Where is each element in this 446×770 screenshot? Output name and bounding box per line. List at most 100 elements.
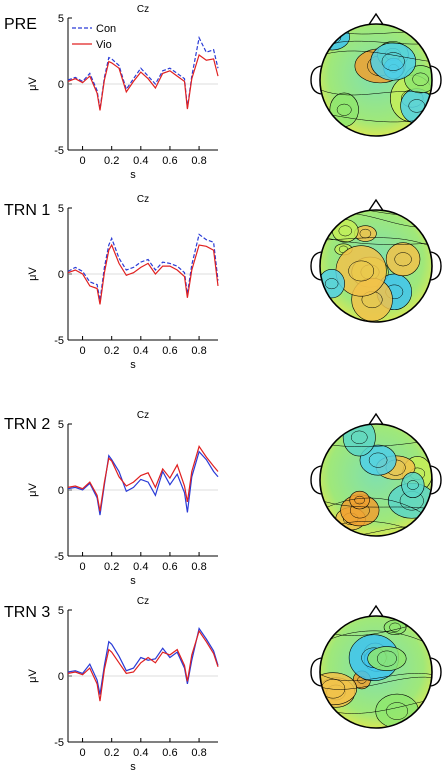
topo-contour [348, 260, 375, 282]
chart-title: Cz [137, 4, 149, 15]
x-axis-label: s [130, 575, 136, 587]
topo-contour [394, 252, 412, 267]
x-tick-label: 0.8 [191, 155, 206, 167]
y-axis-label: μV [27, 267, 39, 281]
right-ear [430, 65, 442, 95]
panel-pre: PRE Cz 5 0 -5 0 0.2 0.4 0.6 0.8 s μV Con Vio [0, 0, 446, 192]
x-tick-label: 0.2 [104, 155, 119, 167]
topo-contour [381, 52, 405, 71]
nose-marker [367, 412, 385, 427]
erp-chart: Cz 5 0 -5 0 0.2 0.4 0.6 0.8 s μV [27, 410, 219, 587]
topo-contour [320, 236, 432, 245]
topo-contour [320, 237, 432, 248]
y-tick-label: 0 [58, 485, 64, 497]
x-tick-label: 0.6 [162, 747, 177, 759]
chart-title: Cz [137, 194, 149, 205]
topo-contour [324, 278, 339, 290]
y-axis-label: μV [27, 77, 39, 91]
topo-blob [404, 65, 432, 94]
topomap [310, 12, 442, 137]
panel-label: PRE [4, 16, 37, 33]
head-outline [319, 423, 433, 537]
x-tick-label: 0 [80, 561, 86, 573]
left-ear [310, 251, 322, 281]
topo-blob [370, 42, 417, 81]
x-tick-label: 0.2 [104, 345, 119, 357]
x-tick-label: 0.4 [133, 345, 148, 357]
y-axis-label: μV [27, 669, 39, 683]
y-tick-label: 5 [58, 203, 64, 215]
x-tick-label: 0.6 [162, 345, 177, 357]
topo-contour [320, 673, 432, 681]
x-tick-label: 0.6 [162, 155, 177, 167]
topo-blob [367, 646, 407, 671]
x-axis-label: s [130, 359, 136, 371]
topo-blob [385, 242, 421, 277]
x-tick-label: 0.8 [191, 561, 206, 573]
topo-contour [377, 650, 397, 667]
legend-label: Vio [96, 39, 112, 51]
left-ear [310, 657, 322, 687]
nose-marker [367, 12, 385, 27]
series-line-con [67, 35, 219, 110]
panel-trn-3: TRN 3 Cz 5 0 -5 0 0.2 0.4 0.6 0.8 s μV [0, 592, 446, 770]
topo-contour [407, 480, 419, 490]
y-tick-label: -5 [54, 551, 64, 563]
x-tick-label: 0.4 [133, 155, 148, 167]
head-outline [319, 615, 433, 729]
topo-contour [320, 89, 432, 96]
topo-contour [408, 99, 426, 113]
topo-contour [320, 497, 432, 520]
y-tick-label: 5 [58, 419, 64, 431]
x-tick-label: 0.6 [162, 561, 177, 573]
topo-contour [412, 72, 429, 86]
panel-trn-2: TRN 2 Cz 5 0 -5 0 0.2 0.4 0.6 0.8 s μV [0, 406, 446, 598]
x-tick-label: 0.4 [133, 561, 148, 573]
x-tick-label: 0.2 [104, 561, 119, 573]
topomap [310, 198, 442, 323]
panel-trn-1: TRN 1 Cz 5 0 -5 0 0.2 0.4 0.6 0.8 s μV [0, 190, 446, 382]
topo-contour [320, 50, 432, 62]
panel-label: TRN 1 [4, 202, 51, 219]
x-axis-label: s [130, 169, 136, 181]
right-ear [430, 251, 442, 281]
x-tick-label: 0.2 [104, 747, 119, 759]
x-tick-label: 0.8 [191, 747, 206, 759]
series-line-vio [67, 243, 219, 305]
x-tick-label: 0 [80, 345, 86, 357]
erp-chart: Cz 5 0 -5 0 0.2 0.4 0.6 0.8 s μV [27, 596, 219, 770]
nose-marker [367, 198, 385, 213]
topo-contour [338, 225, 352, 237]
y-tick-label: 0 [58, 79, 64, 91]
panel-label: TRN 3 [4, 604, 51, 621]
topo-contour [354, 495, 365, 505]
erp-chart: Cz 5 0 -5 0 0.2 0.4 0.6 0.8 s μV [27, 194, 219, 371]
left-ear [310, 465, 322, 495]
left-ear [310, 65, 322, 95]
topo-contour [320, 676, 432, 690]
topo-blob [401, 471, 425, 499]
topomap [310, 604, 442, 729]
topomap [310, 412, 442, 537]
topo-contour [350, 430, 368, 445]
y-tick-label: -5 [54, 737, 64, 749]
y-tick-label: 5 [58, 605, 64, 617]
series-line-con [67, 627, 219, 695]
x-axis-label: s [130, 761, 136, 770]
legend-label: Con [96, 23, 116, 35]
topo-contour [323, 29, 342, 45]
y-tick-label: 0 [58, 671, 64, 683]
topo-contour [336, 103, 352, 116]
head-outline [319, 23, 433, 137]
topo-contour [320, 499, 432, 510]
head-outline [319, 209, 433, 323]
topo-contour [386, 702, 409, 720]
x-tick-label: 0.8 [191, 345, 206, 357]
x-tick-label: 0 [80, 747, 86, 759]
chart-title: Cz [137, 596, 149, 607]
y-tick-label: -5 [54, 335, 64, 347]
series-line-vio [67, 445, 219, 512]
x-tick-label: 0.4 [133, 747, 148, 759]
nose-marker [367, 604, 385, 619]
series-line-vio [67, 629, 219, 702]
